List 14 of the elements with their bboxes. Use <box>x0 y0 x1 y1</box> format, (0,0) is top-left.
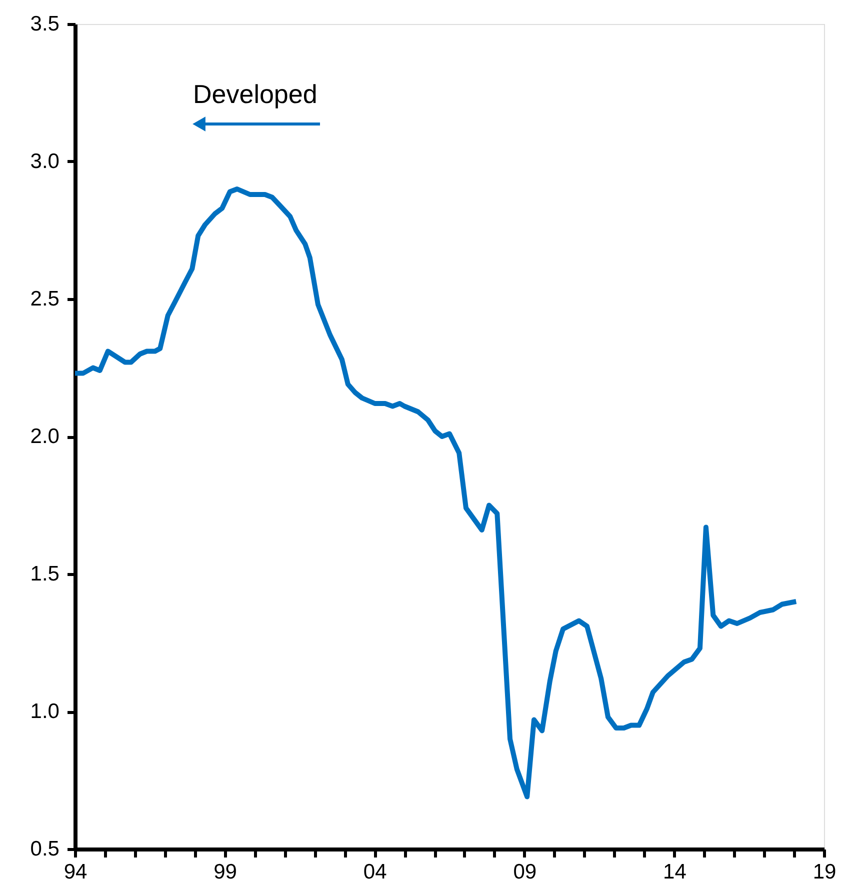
y-tick-label: 2.5 <box>30 288 60 310</box>
y-tick-label: 1.5 <box>30 562 60 586</box>
x-tick-label: 04 <box>363 860 388 884</box>
x-tick-label: 09 <box>513 860 537 884</box>
y-tick-label: 3.0 <box>30 150 60 173</box>
x-tick-label: 94 <box>64 860 88 884</box>
x-tick-label: 99 <box>214 860 237 884</box>
y-tick-label: 1.0 <box>30 700 60 723</box>
x-tick-label: 14 <box>663 860 687 884</box>
y-tick-label: 3.5 <box>30 12 60 36</box>
x-tick-label: 19 <box>812 860 836 884</box>
y-tick-label: 2.0 <box>30 425 60 448</box>
y-tick-label: 0.5 <box>30 838 60 860</box>
annotation: Developed <box>193 79 318 109</box>
